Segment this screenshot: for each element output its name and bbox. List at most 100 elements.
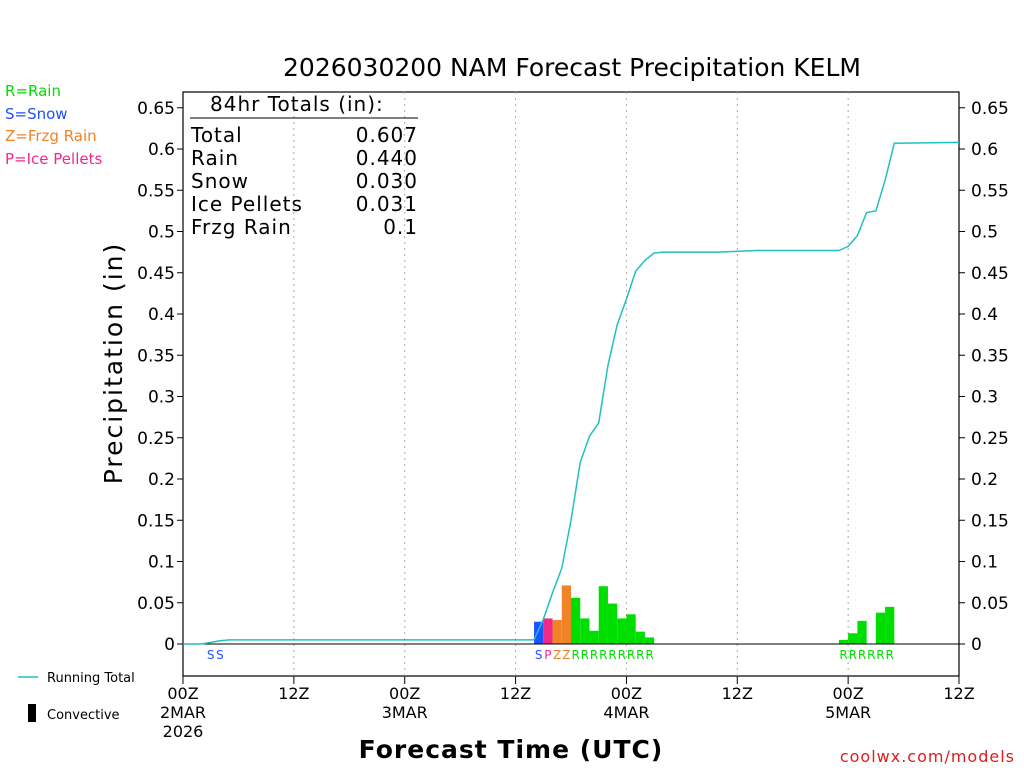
grid-layer xyxy=(293,92,849,676)
y-tick-label-left: 0.25 xyxy=(137,429,175,449)
y-tick-label-left: 0.6 xyxy=(148,140,175,160)
precip-type-letter: R xyxy=(867,648,875,662)
y-tick-label-right: 0.6 xyxy=(971,140,998,160)
precip-bar xyxy=(589,630,599,644)
precip-type-letter: Z xyxy=(562,648,570,662)
precip-bar xyxy=(534,621,544,644)
y-tick-label-right: 0.1 xyxy=(971,553,998,573)
x-tick-label: 00Z xyxy=(611,684,642,703)
y-tick-label-left: 0.15 xyxy=(137,511,175,531)
y-tick-label-right: 0 xyxy=(971,635,982,655)
y-tick-label-left: 0.05 xyxy=(137,594,175,614)
legend-snow: S=Snow xyxy=(5,105,68,123)
precip-bar xyxy=(617,618,627,644)
legend-rain: R=Rain xyxy=(5,82,61,100)
y-tick-label-right: 0.2 xyxy=(971,470,998,490)
precip-type-letter: R xyxy=(636,648,644,662)
y-tick-label-left: 0.1 xyxy=(148,553,175,573)
y-tick-label-left: 0.3 xyxy=(148,388,175,408)
precip-bar xyxy=(580,618,590,644)
y-tick-label-right: 0.5 xyxy=(971,223,998,243)
y-tick-label-right: 0.45 xyxy=(971,264,1009,284)
y-tick-label-right: 0.55 xyxy=(971,181,1009,201)
precip-bar xyxy=(635,631,645,644)
precip-type-letter: R xyxy=(581,648,589,662)
y-tick-label-left: 0.35 xyxy=(137,346,175,366)
precip-type-letter: P xyxy=(544,648,551,662)
precip-type-letter: R xyxy=(645,648,653,662)
precip-type-letter: R xyxy=(839,648,847,662)
totals-label-snow: Snow xyxy=(191,169,249,193)
y-tick-label-right: 0.25 xyxy=(971,429,1009,449)
x-tick-label: 12Z xyxy=(722,684,753,703)
chart-title: 2026030200 NAM Forecast Precipitation KE… xyxy=(283,53,861,82)
totals-heading: 84hr Totals (in): xyxy=(210,92,384,116)
precip-bar xyxy=(543,618,553,644)
precip-type-letter: R xyxy=(876,648,884,662)
running-total-legend-label: Running Total xyxy=(47,671,135,686)
x-tick-label: 2026 xyxy=(163,722,204,741)
precip-type-letter: Z xyxy=(553,648,561,662)
precip-bar xyxy=(571,597,581,644)
precip-bar xyxy=(552,620,562,644)
x-tick-label: 00Z xyxy=(832,684,863,703)
y-tick-label-right: 0.35 xyxy=(971,346,1009,366)
precip-type-letter: R xyxy=(849,648,857,662)
bars-layer xyxy=(534,585,895,644)
precip-bar xyxy=(598,586,608,644)
x-tick-label: 5MAR xyxy=(825,703,871,722)
convective-legend-label: Convective xyxy=(47,708,120,723)
y-tick-label-right: 0.65 xyxy=(971,99,1009,119)
precip-type-letter: R xyxy=(590,648,598,662)
y-tick-label-left: 0.65 xyxy=(137,99,175,119)
y-tick-label-right: 0.3 xyxy=(971,388,998,408)
y-axis-label: Precipitation (in) xyxy=(99,242,128,485)
x-tick-label: 12Z xyxy=(500,684,531,703)
running-total-line xyxy=(183,141,960,645)
y-tick-label-left: 0.2 xyxy=(148,470,175,490)
plot-frame xyxy=(182,91,960,677)
x-tick-label: 00Z xyxy=(167,684,198,703)
y-tick-label-right: 0.05 xyxy=(971,594,1009,614)
precip-bar xyxy=(838,639,849,644)
precip-bar xyxy=(875,612,886,644)
precip-bar xyxy=(644,637,655,644)
legend-ice-pellets: P=Ice Pellets xyxy=(5,150,102,168)
totals-value-total: 0.607 xyxy=(356,123,418,147)
totals-label-rain: Rain xyxy=(191,146,239,170)
legend-freezing-rain: Z=Frzg Rain xyxy=(5,127,97,145)
y-tick-label-left: 0.4 xyxy=(148,305,175,325)
x-tick-label: 12Z xyxy=(943,684,974,703)
precip-type-letter: S xyxy=(216,648,224,662)
credit-text: coolwx.com/models xyxy=(840,747,1015,766)
y-tick-label-left: 0.45 xyxy=(137,264,175,284)
precip-bar xyxy=(607,603,618,644)
precip-type-letter: S xyxy=(207,648,215,662)
precip-bar xyxy=(561,585,571,644)
precip-type-letter: R xyxy=(858,648,866,662)
precip-type-letter: R xyxy=(618,648,626,662)
totals-value-rain: 0.440 xyxy=(356,146,418,170)
convective-legend-swatch xyxy=(28,704,36,722)
y-tick-label-left: 0.5 xyxy=(148,223,175,243)
precip-bar xyxy=(626,614,636,644)
precip-bar xyxy=(885,606,895,644)
y-tick-label-right: 0.15 xyxy=(971,511,1009,531)
running-total-layer xyxy=(183,141,960,645)
x-tick-label: 2MAR xyxy=(160,703,206,722)
x-tick-label: 3MAR xyxy=(382,703,428,722)
totals-value-ice-pellets: 0.031 xyxy=(356,192,418,216)
totals-label-total: Total xyxy=(190,123,243,147)
totals-label-ice-pellets: Ice Pellets xyxy=(191,192,303,216)
y-axis-ticks: 0 0 0.05 0.05 0.1 0.1 0.15 0.15 0.2 0.2 0.25 0.25 0.… xyxy=(137,99,1009,655)
precip-type-letter: R xyxy=(608,648,616,662)
precip-type-letter: R xyxy=(599,648,607,662)
precip-type-letter: R xyxy=(571,648,579,662)
precip-type-letter: S xyxy=(535,648,543,662)
precip-bar xyxy=(857,620,867,644)
x-axis-label: Forecast Time (UTC) xyxy=(359,735,664,764)
precip-bar xyxy=(848,633,858,644)
y-tick-label-right: 0.4 xyxy=(971,305,998,325)
